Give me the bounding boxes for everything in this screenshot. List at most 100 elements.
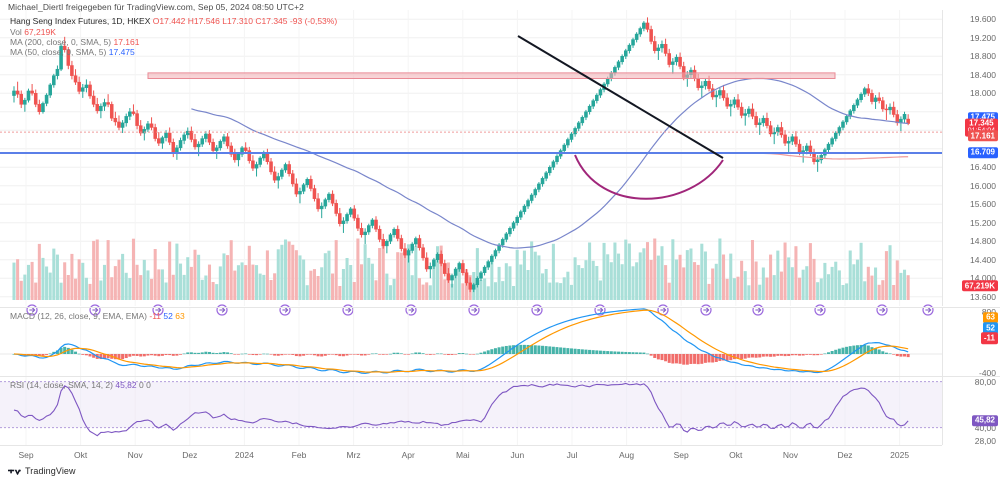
price-tick-label: 14.400	[970, 254, 996, 265]
time-tick-label: Mai	[455, 450, 470, 460]
volume-legend[interactable]: Vol 67,219K	[10, 27, 56, 37]
ohlc-close-label: C	[255, 16, 262, 26]
rsi-tick-label: 40,00	[974, 422, 996, 433]
volume-label: Vol	[10, 27, 22, 37]
time-tick-label: Apr	[401, 450, 415, 460]
macd-signal-line	[13, 309, 909, 373]
time-tick-label: 2024	[234, 450, 254, 460]
ohlc-close: 17.345	[261, 16, 288, 26]
time-tick-label: Nov	[127, 450, 143, 460]
time-tick-label: Mrz	[346, 450, 361, 460]
symbol-interval: 1D	[111, 16, 123, 26]
time-tick-label: Feb	[291, 450, 307, 460]
attribution-text: Michael_Diertl freigegeben für TradingVi…	[8, 2, 304, 12]
symbol-legend[interactable]: Hang Seng Index Futures, 1D, HKEX O17.44…	[10, 16, 338, 26]
macd-line	[13, 308, 909, 375]
earnings-marker-glyph	[660, 307, 667, 313]
rsi-tick-label: 28,00	[974, 436, 996, 447]
price-tick-label: 14.800	[970, 236, 996, 247]
macd-tick-label: 800	[982, 307, 996, 317]
ohlc-low-label: L	[222, 16, 227, 26]
symbol-exchange: HKEX	[127, 16, 151, 26]
price-tick-label: 15.200	[970, 217, 996, 228]
tradingview-logo[interactable]: TradingView	[8, 466, 76, 476]
ohlc-low: 17.310	[227, 16, 253, 26]
rsi-value-badge[interactable]: 45,82	[971, 415, 998, 427]
time-tick-label: Dez	[837, 450, 853, 460]
earnings-marker-glyph	[345, 307, 352, 313]
volume-badge[interactable]: 67,219K	[961, 280, 998, 292]
macd-line-badge[interactable]: 52	[983, 322, 998, 334]
time-tick-label: 2025	[890, 450, 910, 460]
earnings-marker-glyph	[879, 307, 886, 313]
price-change-percent: (-0,53%)	[304, 16, 338, 26]
price-tick-label: 16.000	[970, 180, 996, 191]
time-tick-label: Dez	[182, 450, 198, 460]
ma200-value: 17.161	[113, 37, 140, 47]
earnings-marker-glyph	[755, 307, 762, 313]
time-tick-label: Aug	[619, 450, 635, 460]
price-tick-label: 19.200	[970, 32, 996, 43]
price-tick-label: 18.000	[970, 88, 996, 99]
macd-legend[interactable]: MACD (12, 26, close, 9, EMA, EMA) -11 52…	[10, 311, 185, 321]
support-price-badge[interactable]: 16.709	[967, 147, 998, 159]
ohlc-high: 17.546	[193, 16, 220, 26]
ma50-value: 17.475	[108, 47, 135, 57]
price-axis[interactable]: 19.600 19.200 18.800 18.400 18.000 16.400 16.0…	[942, 10, 1000, 306]
price-tick-label: 18.400	[970, 69, 996, 80]
time-tick-label: Jul	[566, 450, 578, 460]
price-chart-canvas	[0, 10, 942, 316]
rsi-extra-1: 0	[139, 380, 144, 390]
price-tick-label: 14.000	[970, 273, 996, 284]
earnings-marker-glyph	[408, 307, 415, 313]
macd-label: MACD (12, 26, close, 9, EMA, EMA)	[10, 311, 147, 321]
footer: TradingView	[0, 462, 1000, 481]
price-chart-pane[interactable]	[0, 10, 942, 316]
ma200-price-badge[interactable]: 17.161	[967, 130, 998, 142]
earnings-marker-glyph	[597, 307, 604, 313]
earnings-marker-glyph	[219, 307, 226, 313]
resistance-zone	[147, 72, 836, 80]
tradingview-logo-text: TradingView	[25, 466, 76, 476]
price-tick-label: 16.400	[970, 162, 996, 173]
rsi-extra-2: 0	[146, 380, 151, 390]
rsi-legend[interactable]: RSI (14, close, SMA, 14, 2) 45,82 0 0	[10, 380, 151, 390]
earnings-marker-glyph	[92, 307, 99, 313]
macd-canvas	[0, 308, 942, 377]
earnings-marker-glyph	[534, 307, 541, 313]
macd-histogram-badge[interactable]: -11	[980, 332, 998, 345]
ohlc-high-label: H	[187, 16, 194, 26]
tradingview-logo-icon	[8, 469, 21, 475]
macd-signal-value: 63	[175, 311, 185, 321]
ma50-legend[interactable]: MA (50, close, 0, SMA, 5) 17.475	[10, 47, 135, 57]
candlestick-series	[12, 17, 910, 293]
time-tick-label: Jun	[510, 450, 525, 460]
rsi-axis[interactable]: 80,00 40,00 28,00 45,82	[942, 376, 1000, 447]
macd-histogram	[12, 344, 910, 365]
ma50-price-badge[interactable]: 17.475	[967, 111, 998, 124]
time-tick-label: Okt	[729, 450, 743, 460]
rsi-line	[13, 382, 909, 437]
earnings-marker-glyph	[817, 307, 824, 313]
earnings-marker-glyph	[471, 307, 478, 313]
earnings-marker-glyph	[703, 307, 710, 313]
macd-tick-label: -400	[978, 368, 996, 378]
rsi-tick-label: 80,00	[974, 376, 996, 387]
macd-pane[interactable]	[0, 307, 942, 377]
rsi-pane[interactable]	[0, 376, 942, 446]
earnings-marker-glyph	[282, 307, 289, 313]
earnings-marker-glyph	[155, 307, 162, 313]
time-tick-label: Sep	[673, 450, 689, 460]
price-tick-label: 15.600	[970, 199, 996, 210]
macd-signal-badge[interactable]: 63	[983, 312, 998, 324]
price-tick-label: 18.800	[970, 51, 996, 62]
earnings-marker-glyph	[925, 307, 932, 313]
macd-histogram-value: -11	[149, 311, 162, 321]
time-tick-label: Sep	[18, 450, 34, 460]
price-change: -93	[289, 16, 303, 26]
descending-trendline	[517, 35, 724, 159]
ma200-legend[interactable]: MA (200, close, 0, SMA, 5) 17.161	[10, 37, 139, 47]
rsi-label: RSI (14, close, SMA, 14, 2)	[10, 380, 113, 390]
